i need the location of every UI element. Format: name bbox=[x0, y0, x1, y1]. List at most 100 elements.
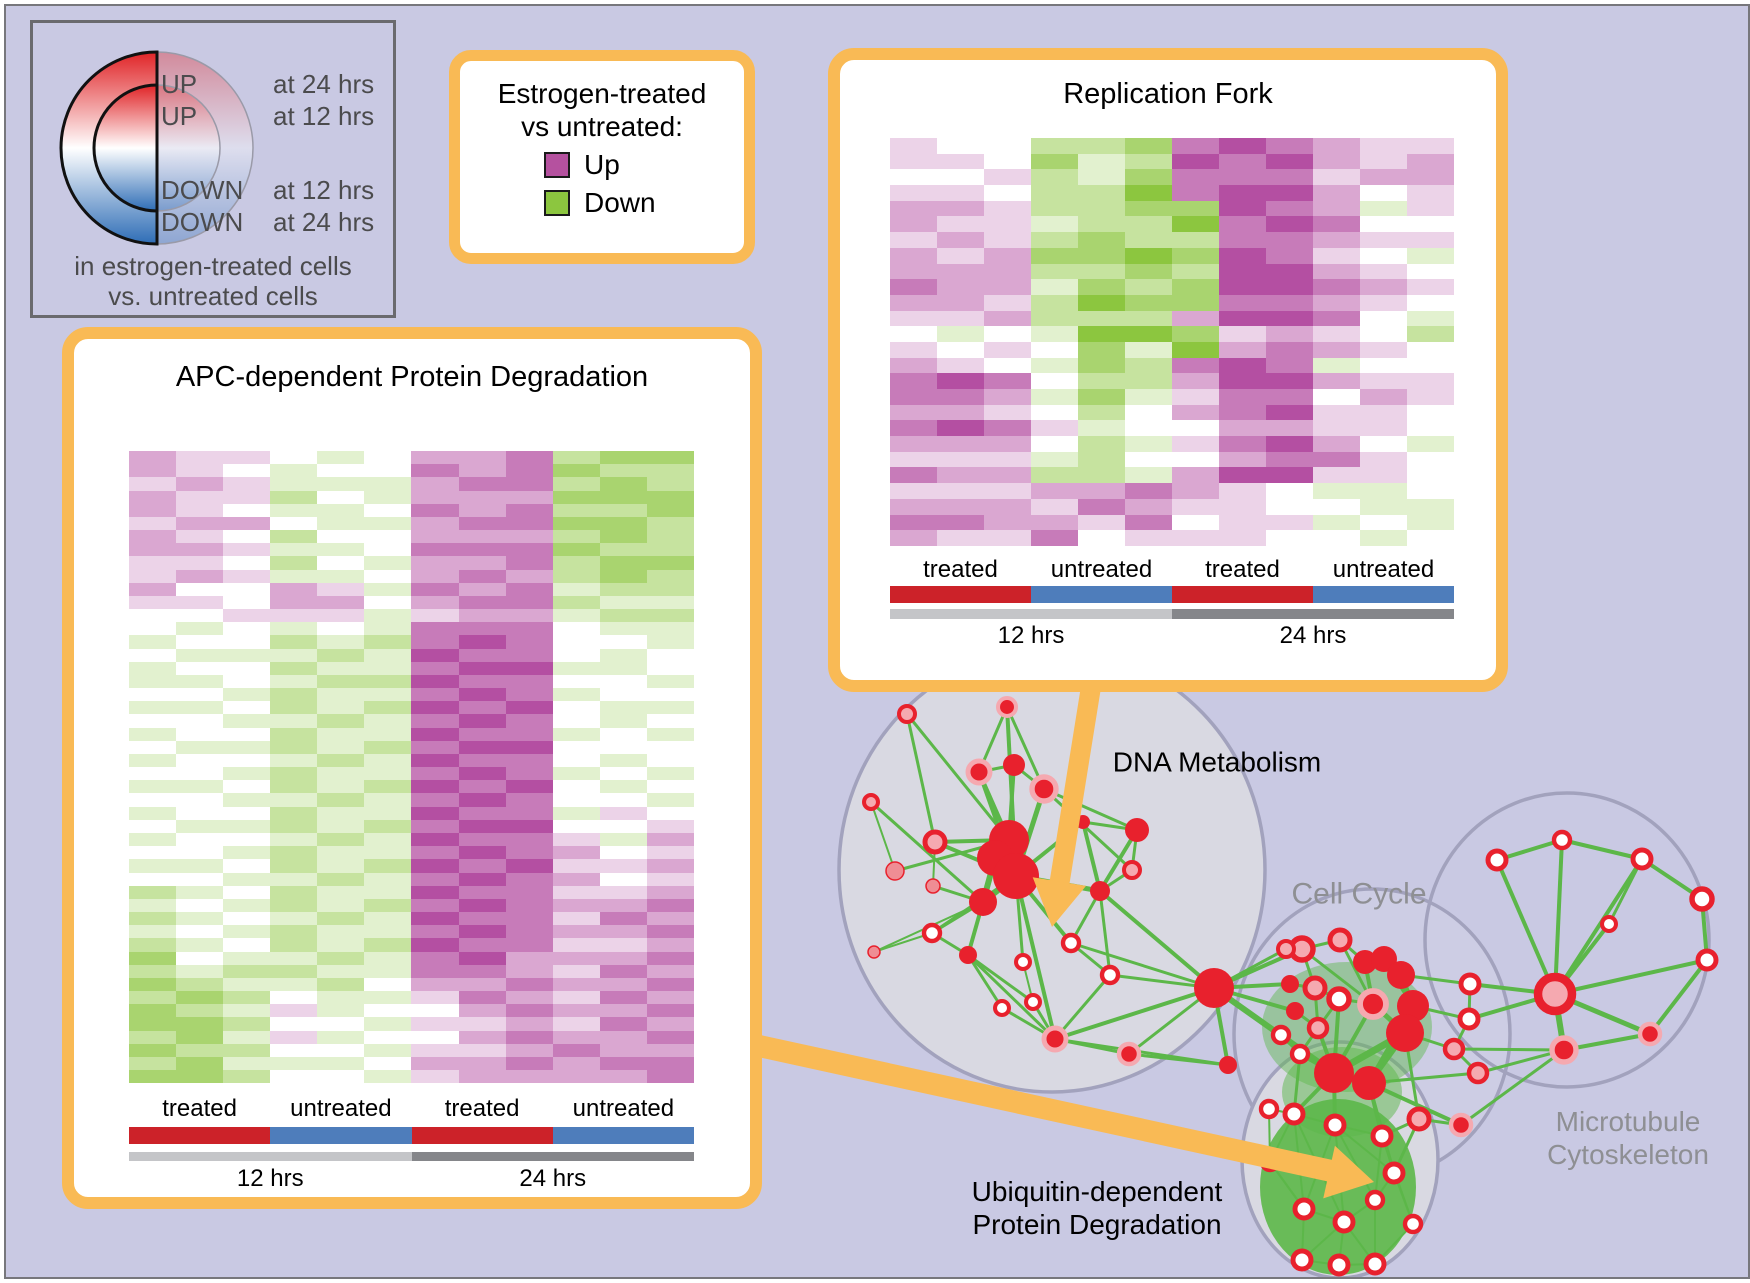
heatmap-cell bbox=[129, 1004, 177, 1018]
heatmap-cell bbox=[1125, 467, 1172, 484]
heatmap-cell bbox=[223, 688, 271, 702]
heatmap-cell bbox=[1360, 436, 1407, 452]
heatmap-cell bbox=[129, 648, 177, 662]
heatmap-cell bbox=[552, 1070, 600, 1084]
network-edge bbox=[1128, 1052, 1229, 1067]
heatmap-cell bbox=[552, 819, 600, 833]
heatmap-cell bbox=[890, 341, 937, 358]
heatmap-cell bbox=[505, 977, 553, 992]
heatmap-cell bbox=[505, 477, 553, 491]
heatmap-row bbox=[129, 977, 694, 992]
heatmap-cell bbox=[317, 912, 365, 926]
heatmap-cell bbox=[1266, 357, 1313, 374]
heatmap-cell bbox=[1313, 200, 1360, 217]
heatmap-cell bbox=[270, 688, 318, 702]
heatmap-cell bbox=[1407, 530, 1454, 546]
heatmap-cell bbox=[937, 514, 984, 531]
heatmap-cell bbox=[411, 846, 459, 860]
network-edge bbox=[1453, 1047, 1565, 1052]
heatmap-cell bbox=[364, 767, 412, 781]
heatmap-cell bbox=[364, 898, 412, 913]
gene-node bbox=[1122, 860, 1142, 880]
gene-node bbox=[1352, 1066, 1386, 1100]
heatmap-cell bbox=[317, 1043, 365, 1057]
heatmap-cell bbox=[1219, 341, 1266, 358]
heatmap-cell bbox=[599, 1017, 647, 1031]
network-edge bbox=[1005, 706, 1046, 790]
gene-node bbox=[1533, 972, 1577, 1016]
heatmap-cell bbox=[364, 859, 412, 873]
heatmap-cell bbox=[223, 1030, 271, 1044]
heatmap-cell bbox=[552, 1056, 600, 1071]
heatmap-cell bbox=[599, 793, 647, 807]
heatmap-cell bbox=[1266, 389, 1313, 405]
heatmap-cell bbox=[129, 1030, 177, 1044]
heatmap-cell bbox=[1219, 389, 1266, 405]
heatmap-cell bbox=[411, 451, 459, 465]
heatmap-row bbox=[890, 389, 1454, 405]
heatmap-cell bbox=[176, 516, 224, 531]
heatmap-cell bbox=[129, 661, 177, 675]
heatmap-cell bbox=[1031, 404, 1078, 421]
heatmap-row bbox=[129, 832, 694, 847]
heatmap-cell bbox=[364, 648, 412, 662]
heatmap-cell bbox=[1407, 483, 1454, 499]
heatmap-cell bbox=[646, 569, 694, 583]
heatmap-cell bbox=[505, 714, 553, 728]
network-edge bbox=[1334, 1124, 1395, 1174]
dna-metabolism-label: DNA Metabolism bbox=[1112, 746, 1322, 778]
heatmap-cell bbox=[176, 635, 224, 649]
gene-node bbox=[1689, 886, 1715, 912]
heatmap-cell bbox=[646, 530, 694, 544]
heatmap-row bbox=[890, 247, 1454, 264]
heatmap-cell bbox=[1313, 169, 1360, 186]
heatmap-cell bbox=[552, 1043, 600, 1057]
heatmap-cell bbox=[1172, 436, 1219, 452]
heatmap-cell bbox=[317, 727, 365, 741]
heatmap-cell bbox=[129, 582, 177, 596]
heatmap-cell bbox=[458, 925, 506, 939]
heatmap-cell bbox=[1125, 169, 1172, 186]
heatmap-cell bbox=[129, 490, 177, 504]
heatmap-cell bbox=[1031, 389, 1078, 405]
heatmap-cell bbox=[364, 872, 412, 886]
heatmap-cell bbox=[1407, 341, 1454, 358]
heatmap-cell bbox=[1313, 216, 1360, 233]
heatmap-cell bbox=[317, 832, 365, 847]
heatmap-cell bbox=[129, 503, 177, 517]
heatmap-cell bbox=[129, 925, 177, 939]
heatmap-cell bbox=[552, 964, 600, 978]
heatmap-cell bbox=[890, 498, 937, 515]
heatmap-cell bbox=[552, 846, 600, 860]
gene-node bbox=[1485, 848, 1509, 872]
heatmap-cell bbox=[411, 753, 459, 768]
heatmap-cell bbox=[937, 310, 984, 327]
heatmap-cell bbox=[411, 938, 459, 952]
heatmap-cell bbox=[552, 925, 600, 939]
heatmap-cell bbox=[176, 556, 224, 570]
heatmap-cell bbox=[364, 543, 412, 557]
heatmap-cell bbox=[317, 530, 365, 544]
heatmap-cell bbox=[1125, 389, 1172, 405]
heatmap-cell bbox=[270, 503, 318, 517]
heatmap-cell bbox=[1360, 232, 1407, 248]
heatmap-cell bbox=[505, 661, 553, 675]
heatmap-cell bbox=[890, 451, 937, 468]
heatmap-cell bbox=[1407, 357, 1454, 374]
heatmap-cell bbox=[984, 467, 1031, 484]
heatmap-cell bbox=[223, 1043, 271, 1057]
heatmap-cell bbox=[505, 674, 553, 689]
legend-row-down12: DOWN at 12 hrs bbox=[161, 175, 375, 205]
heatmap-cell bbox=[552, 582, 600, 596]
heatmap-cell bbox=[270, 1056, 318, 1071]
heatmap-cell bbox=[505, 938, 553, 952]
heatmap-cell bbox=[505, 1043, 553, 1057]
heatmap-cell bbox=[937, 389, 984, 405]
network-edge bbox=[1081, 821, 1102, 892]
heatmap-cell bbox=[129, 898, 177, 913]
heatmap-cell bbox=[176, 582, 224, 596]
heatmap-cell bbox=[646, 622, 694, 636]
heatmap-cell bbox=[458, 951, 506, 965]
heatmap-cell bbox=[1407, 498, 1454, 515]
heatmap-cell bbox=[317, 674, 365, 689]
